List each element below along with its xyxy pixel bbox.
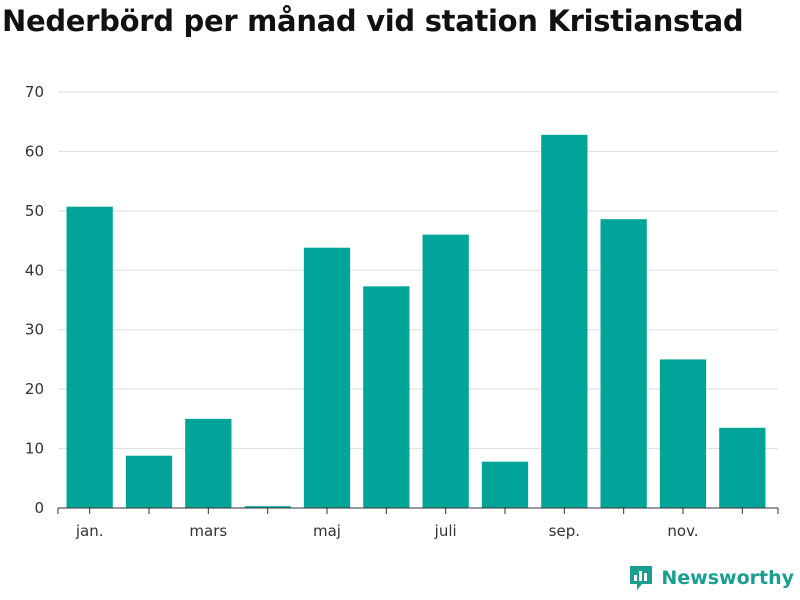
x-tick-label: mars [189, 522, 227, 540]
y-tick-label: 10 [25, 440, 44, 458]
brand-logo: Newsworthy [628, 564, 794, 592]
y-tick-label: 20 [25, 380, 44, 398]
y-tick-labels: 0 10 20 30 40 50 60 70 [25, 83, 44, 517]
x-tick-label: juli [434, 522, 457, 540]
bar-nov [659, 359, 707, 508]
x-tick-label: maj [313, 522, 341, 540]
bar-okt [600, 219, 647, 509]
brand-name: Newsworthy [661, 567, 794, 589]
bar-aug [481, 461, 529, 508]
x-tick-label: jan. [75, 522, 104, 540]
bar-juli [422, 234, 469, 508]
bar-maj [303, 247, 351, 508]
newsworthy-icon [630, 566, 653, 590]
bar-apr [244, 506, 291, 508]
x-tick-labels: jan. mars maj juli sep. nov. [75, 522, 699, 540]
y-tick-label: 30 [25, 321, 44, 339]
gridlines [58, 91, 778, 450]
bars [66, 134, 766, 509]
axes [57, 507, 779, 514]
bar-dec [719, 427, 766, 508]
x-tick-label: nov. [667, 522, 698, 540]
y-tick-label: 40 [25, 261, 44, 279]
y-tick-label: 0 [34, 499, 44, 517]
y-tick-label: 70 [25, 83, 44, 101]
y-tick-label: 50 [25, 202, 44, 220]
chart-title: Nederbörd per månad vid station Kristian… [2, 4, 744, 38]
bar-mars [185, 418, 232, 508]
x-tick-label: sep. [549, 522, 580, 540]
bar-jan [66, 206, 113, 508]
bar-feb [125, 455, 173, 508]
bar-juni [363, 286, 410, 508]
y-tick-label: 60 [25, 142, 44, 160]
bar-sep [541, 134, 588, 508]
